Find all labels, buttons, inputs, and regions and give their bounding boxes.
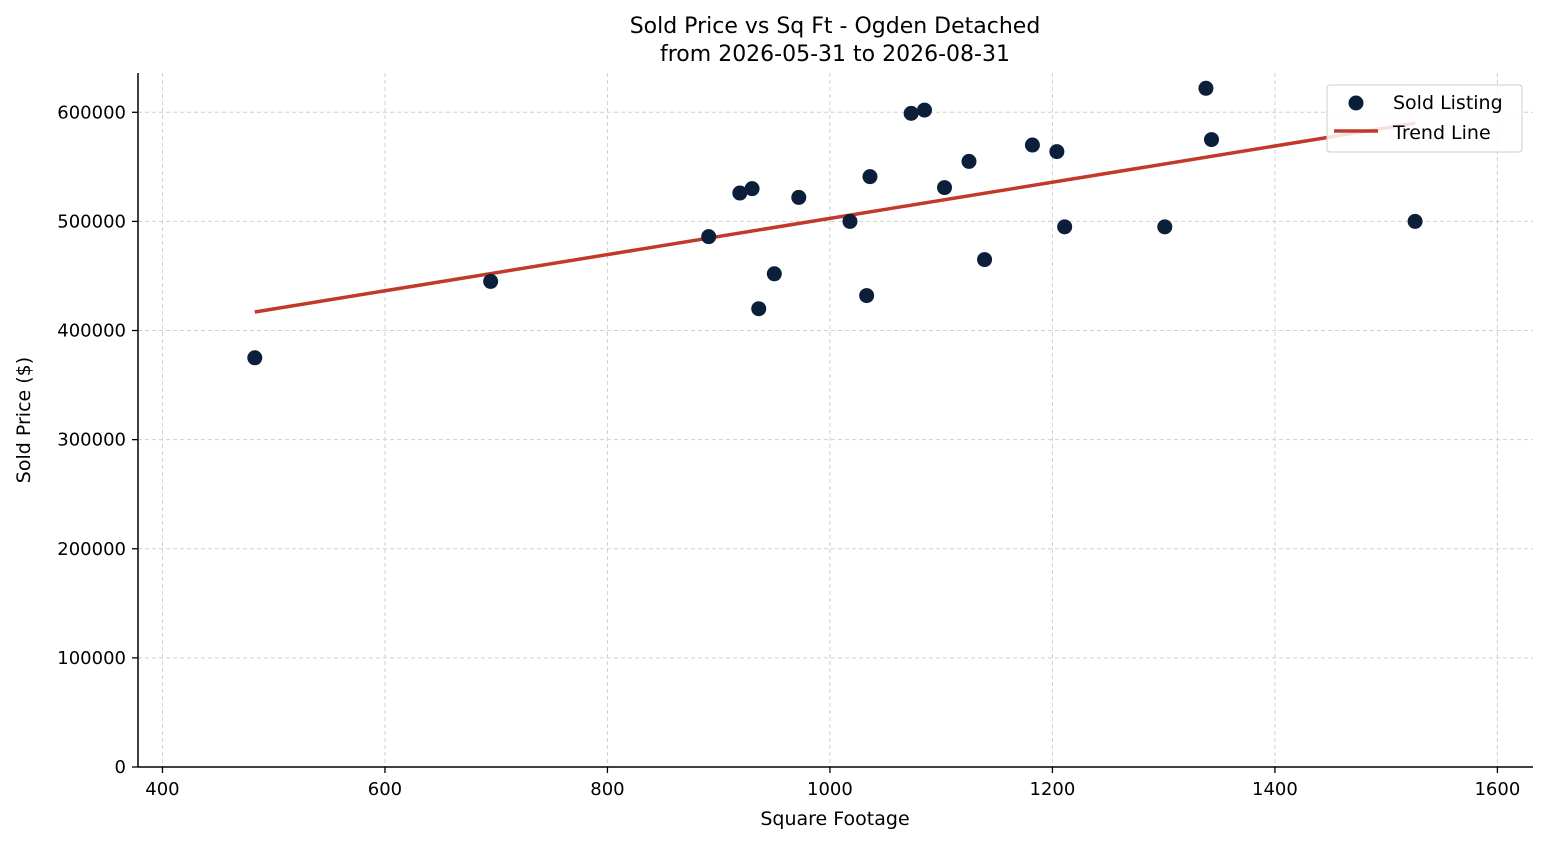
y-ticks: 0 100000 200000 300000 400000 500000 600000 [57,102,138,778]
trend-line-group [254,121,1416,314]
x-tick-label: 1200 [1030,779,1076,800]
y-tick-label: 300000 [57,430,126,451]
chart-title-line-1: Sold Price vs Sq Ft - Ogden Detached [630,14,1041,39]
x-tick-label: 600 [368,779,402,800]
legend-label-sold-listing: Sold Listing [1393,92,1503,114]
legend: Sold Listing Trend Line [1326,84,1523,153]
scatter-point [977,252,993,268]
scatter-point [1407,213,1423,229]
chart-title: Sold Price vs Sq Ft - Ogden Detached fro… [630,14,1041,67]
y-tick-label: 200000 [57,539,126,560]
x-axis-label: Square Footage [760,808,909,830]
scatter-point [916,102,932,118]
scatter-point [1157,219,1173,235]
scatter-point [961,153,977,169]
chart-title-line-2: from 2026-05-31 to 2026-08-31 [660,42,1010,67]
legend-marker-sold-listing [1348,95,1364,111]
y-tick-label: 100000 [57,648,126,669]
scatter-point [1024,137,1040,153]
scatter-point [862,169,878,185]
x-tick-label: 400 [145,779,179,800]
scatter-point [701,229,717,245]
x-tick-label: 1400 [1252,779,1298,800]
scatter-point [732,185,748,201]
scatter-point [751,301,767,317]
scatter-point [1204,132,1220,148]
legend-label-trend-line: Trend Line [1392,122,1491,144]
x-tick-label: 800 [590,779,624,800]
legend-box [1326,84,1523,153]
y-tick-label: 600000 [57,102,126,123]
scatter-point [1057,219,1073,235]
scatter-point [859,288,875,304]
trend-line [254,121,1416,314]
scatter-point [766,266,782,282]
scatter-point [903,105,919,121]
scatter-point [1198,80,1214,96]
scatter-point [247,350,263,366]
y-tick-label: 0 [115,757,126,778]
y-tick-label: 500000 [57,211,126,232]
scatter-points [247,80,1423,366]
scatter-point [842,213,858,229]
x-ticks: 400 600 800 1000 1200 1400 1600 [145,767,1520,800]
y-tick-label: 400000 [57,321,126,342]
scatter-point [791,189,807,205]
axes [137,73,1533,768]
scatter-point [744,181,760,197]
grid [138,73,1533,767]
scatter-point [483,273,499,289]
scatter-point [1049,144,1065,160]
x-tick-label: 1600 [1474,779,1520,800]
x-tick-label: 1000 [807,779,853,800]
y-axis-label: Sold Price ($) [13,357,35,483]
scatter-point [937,180,953,196]
